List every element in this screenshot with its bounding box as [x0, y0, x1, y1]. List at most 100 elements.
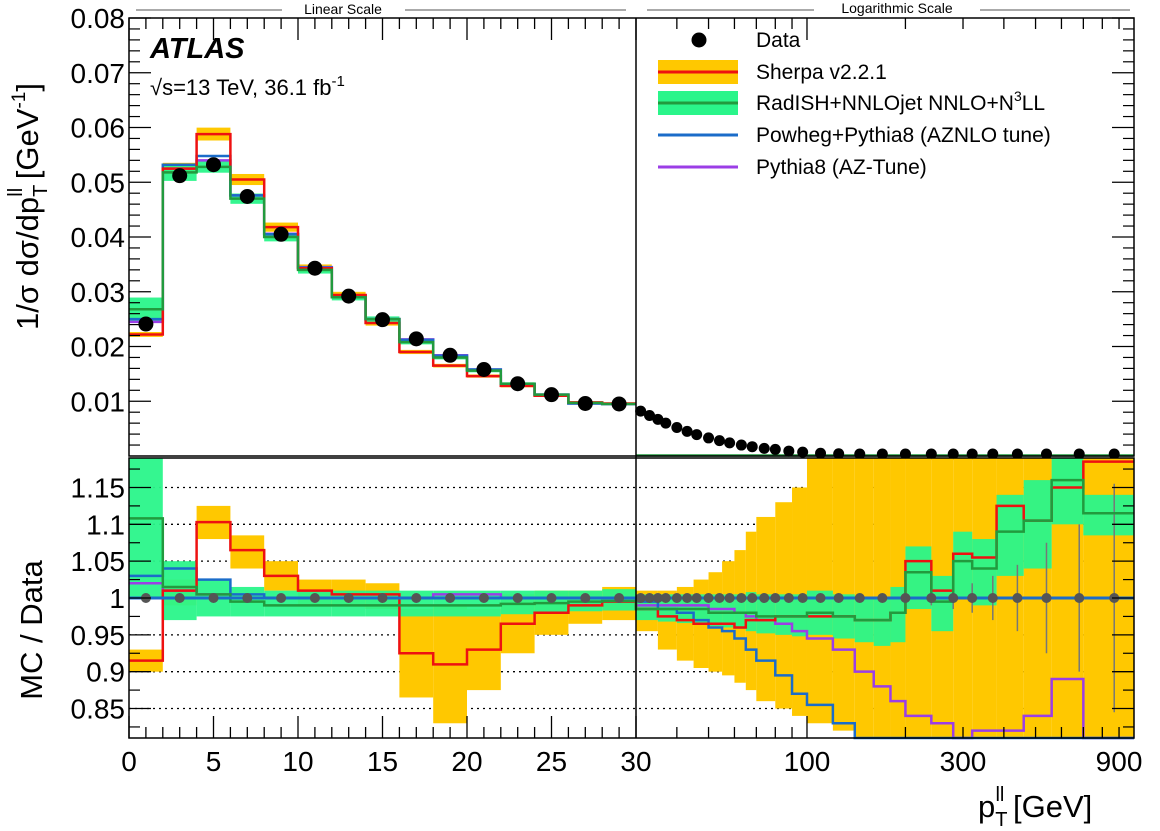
x-title-sub: T	[995, 809, 1007, 831]
ratio-data-point	[343, 593, 354, 603]
ratio-data-point	[877, 593, 888, 603]
data-point	[239, 188, 255, 204]
data-point	[510, 376, 526, 392]
ratio-data-point	[512, 593, 523, 603]
ratio-data-point	[833, 593, 844, 603]
ratio-data-point	[714, 593, 725, 603]
ratio-data-point	[987, 593, 998, 603]
x-log-tick-label: 900	[1096, 746, 1143, 777]
pythia-main-line	[129, 159, 636, 406]
y-title-base: 1/σ dσ/dp	[10, 197, 45, 330]
data-point	[660, 417, 672, 429]
data-point	[681, 425, 693, 437]
x-tick-label: 5	[206, 746, 222, 777]
ratio-data-point	[926, 593, 937, 603]
data-point	[703, 432, 715, 444]
data-point	[724, 437, 736, 449]
x-tick-label: 20	[451, 746, 482, 777]
data-point	[611, 396, 627, 412]
legend-label-radish: RadISH+NNLOjet NNLO+N3LL	[756, 88, 1045, 115]
ratio-data-point	[377, 593, 388, 603]
ratio-data-point	[854, 593, 865, 603]
ratio-data-point	[546, 593, 557, 603]
ratio-y-tick-label: 1	[109, 583, 125, 614]
legend-label-sherpa: Sherpa v2.2.1	[756, 61, 887, 84]
ratio-data-point	[242, 593, 253, 603]
data-point	[544, 387, 559, 403]
energy-lumi-label: √s=13 TeV, 36.1 fb-1	[150, 73, 345, 100]
ratio-data-point	[411, 593, 422, 603]
data-point	[644, 409, 656, 421]
main-y-tick-label: 0.01	[71, 386, 126, 417]
main-y-tick-label: 0.03	[71, 277, 126, 308]
ratio-y-tick-label: 0.85	[71, 694, 126, 725]
x-axis-title: pTll [GeV]	[978, 784, 1092, 831]
data-point	[783, 445, 795, 457]
ratio-data-point	[770, 593, 781, 603]
ratio-y-tick-label: 1.05	[71, 546, 126, 577]
legend-label-powheg: Powheg+Pythia8 (AZNLO tune)	[756, 124, 1051, 147]
sherpa-main-line	[129, 132, 636, 405]
ratio-data-point	[797, 593, 808, 603]
log-scale-label: Logarithmic Scale	[841, 0, 952, 16]
ratio-data-point	[747, 593, 758, 603]
data-point	[375, 312, 390, 328]
data-point	[691, 429, 703, 441]
x-tick-label: 30	[620, 746, 651, 777]
ratio-data-point	[815, 593, 826, 603]
data-point	[797, 446, 809, 458]
radish-ratio-band-bin	[756, 594, 776, 634]
ratio-data-point	[1041, 593, 1052, 603]
legend-radish-tail: LL	[1022, 92, 1045, 115]
powheg-main-line	[129, 154, 636, 406]
x-tick-label: 10	[282, 746, 313, 777]
y-title-unit-exp: -1	[9, 92, 30, 109]
legend-radish-name: RadISH+NNLOjet NNLO+N	[756, 92, 1014, 115]
ratio-data-point	[967, 593, 978, 603]
ratio-data-point	[1012, 593, 1023, 603]
linear-scale-label: Linear Scale	[304, 1, 382, 17]
x-tick-label: 0	[121, 746, 137, 777]
data-point	[273, 226, 289, 242]
data-point	[713, 435, 725, 447]
x-log-tick-label: 300	[940, 746, 987, 777]
radish-ratio-band-bin	[996, 494, 1024, 576]
data-point	[735, 439, 747, 451]
radish-ratio-line	[129, 478, 1134, 622]
radish-ratio-band-bin	[931, 575, 954, 632]
ratio-data-point	[614, 593, 625, 603]
data-point	[138, 316, 154, 332]
x-title-base: p	[978, 789, 995, 824]
main-y-tick-label: 0.05	[71, 167, 126, 198]
ratio-data-point	[691, 593, 702, 603]
x-title-unit: [GeV]	[1004, 789, 1092, 824]
sherpa-ratio-band-bin	[230, 535, 265, 569]
ratio-y-tick-label: 0.9	[86, 657, 125, 688]
radish-ratio-band-bin	[1051, 458, 1084, 525]
ratio-y-tick-label: 1.1	[86, 509, 125, 540]
main-panel	[129, 127, 1134, 460]
ratio-data-point	[900, 593, 911, 603]
ratio-data-point	[948, 593, 959, 603]
ratio-data-point	[671, 593, 682, 603]
ratio-panel	[129, 458, 1134, 740]
lumi-exponent: -1	[332, 73, 345, 90]
main-y-tick-label: 0.06	[71, 113, 126, 144]
legend-data-marker	[691, 32, 707, 48]
ratio-data-point	[174, 593, 185, 603]
legend-label-pythia: Pythia8 (AZ-Tune)	[756, 156, 927, 179]
ratio-data-point	[635, 593, 646, 603]
legend-label-data: Data	[756, 29, 801, 52]
data-point	[476, 361, 492, 377]
data-point	[307, 260, 323, 276]
data-point	[671, 422, 683, 434]
ratio-y-tick-label: 0.95	[71, 620, 126, 651]
ratio-data-point	[644, 593, 655, 603]
y-title-close: ]	[10, 83, 45, 92]
data-point	[746, 441, 758, 453]
main-y-tick-label: 0.04	[71, 222, 126, 253]
radish-ratio-band-bin	[873, 598, 891, 646]
ratio-data-point	[208, 593, 219, 603]
data-point	[758, 442, 770, 454]
ratio-data-point	[783, 593, 794, 603]
